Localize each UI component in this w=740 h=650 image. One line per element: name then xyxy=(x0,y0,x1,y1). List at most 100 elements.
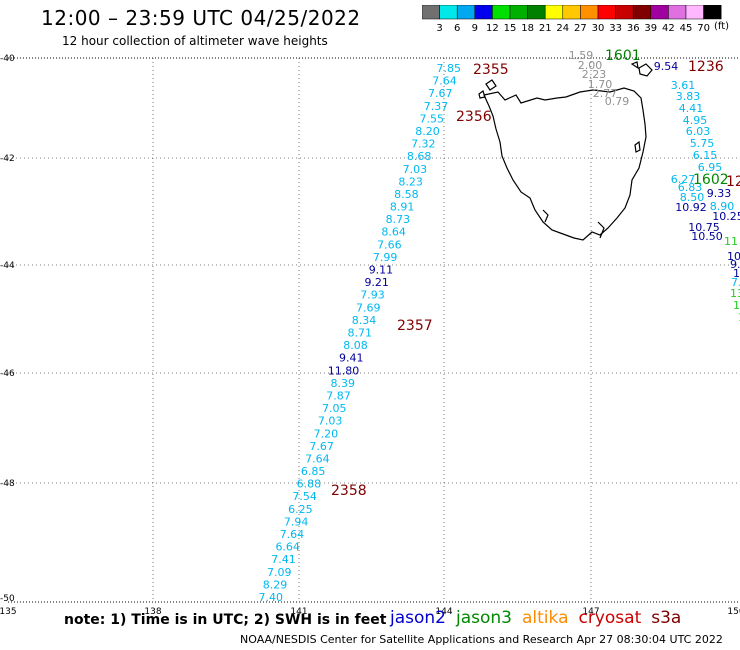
scale-tick-label: 36 xyxy=(627,23,640,34)
wave-height-value: 7.85 xyxy=(437,62,462,75)
longitude-tick-label: 135 xyxy=(0,607,17,617)
wave-height-value: 8.64 xyxy=(381,226,406,239)
scale-tick-label: 45 xyxy=(680,23,693,34)
wave-height-value-clipped: 11 xyxy=(724,235,738,248)
wave-height-value: 7.37 xyxy=(424,100,449,113)
wave-height-value: 6.85 xyxy=(301,465,326,478)
wave-height-value: 7.41 xyxy=(271,553,296,566)
wave-height-value: 7.87 xyxy=(326,389,351,402)
wave-height-value: 1.70 xyxy=(588,78,613,91)
longitude-tick-label: 144 xyxy=(435,607,452,617)
latitude-tick-label: -40 xyxy=(0,54,15,64)
page-title: 12:00 – 23:59 UTC 04/25/2022 xyxy=(41,6,361,30)
wave-height-value: 7.05 xyxy=(322,402,347,415)
wave-height-value: 7.64 xyxy=(280,528,305,541)
scale-tick-label: 42 xyxy=(662,23,675,34)
wave-height-value: 10.92 xyxy=(675,201,707,214)
pass-time-label: 2356 xyxy=(456,109,492,125)
scale-tick-label: 33 xyxy=(609,23,622,34)
wave-height-value: 7.03 xyxy=(318,415,343,428)
scale-tick-label: 39 xyxy=(644,23,657,34)
wave-height-value: 7.32 xyxy=(411,138,436,151)
wave-height-value-clipped: 9.2 xyxy=(730,258,740,271)
wave-height-value: 0.79 xyxy=(605,95,630,108)
map-ticks: 135 138 141 144 147 150 -40 -42 -44 -46 -48 -50 xyxy=(0,54,740,617)
credit-line: NOAA/NESDIS Center for Satellite Applica… xyxy=(240,633,723,646)
latitude-tick-label: -48 xyxy=(0,479,15,489)
wave-height-value: 8.20 xyxy=(415,125,440,138)
tasmania-coastline xyxy=(478,61,653,241)
legend-item-jason3: jason3 xyxy=(456,608,512,628)
wave-height-value: 6.27 xyxy=(671,173,696,186)
wave-height-value: 2.23 xyxy=(582,68,607,81)
wave-height-value: 7.99 xyxy=(373,251,398,264)
wave-height-value: 10.25 xyxy=(712,210,740,223)
wave-height-value: 7.93 xyxy=(360,289,385,302)
wave-height-value: 9.54 xyxy=(654,60,679,73)
wave-height-value: 7.66 xyxy=(377,238,402,251)
wave-height-value: 6.88 xyxy=(297,478,322,491)
latitude-tick-label: -42 xyxy=(0,154,15,164)
pass-time-label: 2355 xyxy=(473,62,509,78)
wave-height-value: 7.64 xyxy=(432,75,457,88)
scale-swatch xyxy=(703,5,722,20)
scale-tick-label: 3 xyxy=(436,23,442,34)
pass-time-label: 1602 xyxy=(693,172,729,188)
wave-height-value: 10.50 xyxy=(691,230,723,243)
wave-height-value-clipped: 12 xyxy=(738,311,740,324)
wave-height-value: 8.50 xyxy=(680,191,705,204)
wave-height-value: 9.21 xyxy=(364,276,389,289)
legend-item-altika: altika xyxy=(522,608,569,628)
wave-height-value-clipped: 12 xyxy=(733,299,740,312)
wave-height-value: 6.83 xyxy=(678,181,703,194)
map-grid xyxy=(8,58,740,602)
wave-height-value-clipped: 10 xyxy=(727,250,740,263)
scale-unit-label: (ft) xyxy=(714,21,730,32)
wave-height-value: 4.41 xyxy=(679,102,704,115)
latitude-tick-label: -50 xyxy=(0,594,15,604)
wave-height-value: 3.83 xyxy=(676,90,701,103)
wave-height-value: 8.29 xyxy=(263,578,288,591)
wave-height-value: 1.59 xyxy=(569,49,594,62)
pass-time-label: 1236 xyxy=(688,59,724,75)
wave-height-value: 5.75 xyxy=(690,137,715,150)
wave-height-value: 7.09 xyxy=(267,566,292,579)
pass-time-label: 12 xyxy=(726,174,740,190)
wave-height-value: 6.95 xyxy=(698,161,723,174)
wave-height-value: 8.68 xyxy=(407,150,432,163)
wave-height-value: 7.64 xyxy=(305,452,330,465)
wave-height-value: 7.69 xyxy=(356,301,381,314)
wave-height-value: 10.75 xyxy=(688,221,720,234)
longitude-tick-label: 147 xyxy=(582,607,599,617)
wave-height-value: 8.08 xyxy=(343,339,368,352)
scale-tick-label: 24 xyxy=(556,23,569,34)
wave-height-value: 6.15 xyxy=(693,149,718,162)
wave-height-value: 8.90 xyxy=(710,200,735,213)
wave-height-color-scale: 3 6 9 12 15 18 21 24 27 30 33 36 39 42 45 70 xyxy=(422,5,722,34)
wave-height-value: 8.39 xyxy=(331,377,356,390)
wave-height-value: 6.64 xyxy=(275,541,300,554)
pass-time-label: 2358 xyxy=(331,483,367,499)
scale-tick-label: 70 xyxy=(697,23,710,34)
wave-height-value: 8.73 xyxy=(386,213,411,226)
wave-height-value: 9.33 xyxy=(707,187,732,200)
legend-item-jason2: jason2 xyxy=(390,608,446,628)
wave-height-value: 8.58 xyxy=(394,188,419,201)
wave-height-value: 9.11 xyxy=(369,264,394,277)
wave-height-value: 2.00 xyxy=(578,59,603,72)
wave-height-value: 8.23 xyxy=(398,175,423,188)
page-subtitle: 12 hour collection of altimeter wave hei… xyxy=(62,34,328,48)
wave-height-value: 7.55 xyxy=(420,112,445,125)
scale-tick-label: 12 xyxy=(486,23,499,34)
scale-tick-label: 30 xyxy=(592,23,605,34)
wave-height-value-clipped: 7.8 xyxy=(731,276,740,289)
wave-height-value: 6.25 xyxy=(288,503,313,516)
scale-tick-label: 21 xyxy=(539,23,552,34)
scale-tick-label: 9 xyxy=(472,23,478,34)
wave-height-value: 2.77 xyxy=(593,87,618,100)
wave-height-value: 7.67 xyxy=(309,440,334,453)
scale-tick-label: 18 xyxy=(521,23,534,34)
legend-item-cryosat: cryosat xyxy=(578,608,642,628)
wave-height-value: 9.41 xyxy=(339,352,364,365)
